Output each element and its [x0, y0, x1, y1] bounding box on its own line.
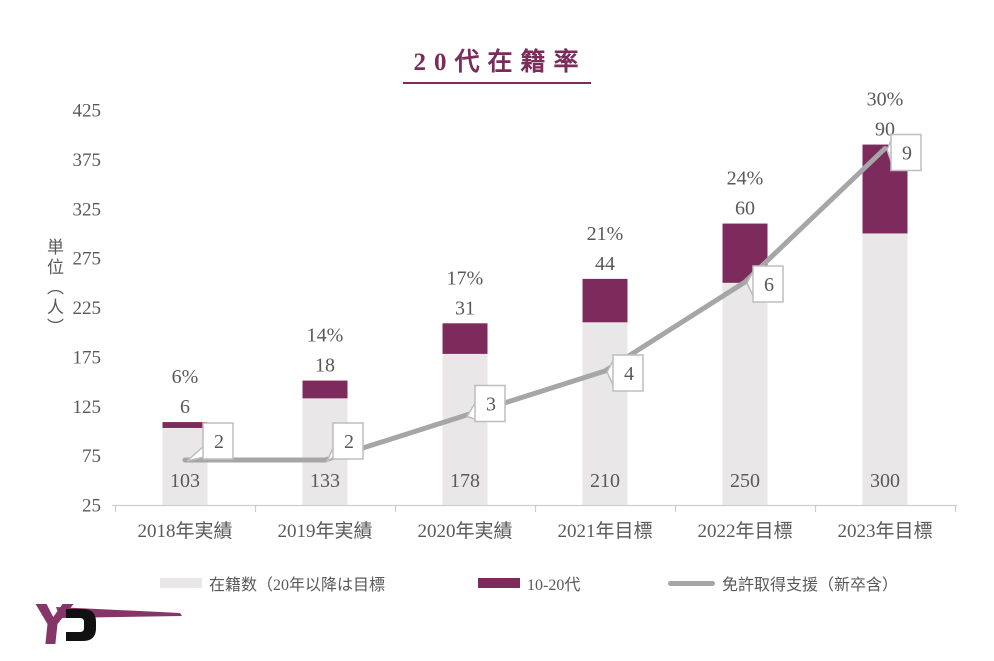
x-axis-category-label: 2022年目標: [697, 520, 792, 542]
bar-inside-value-label: 133: [310, 470, 340, 492]
bar-segment-10-20dai: [582, 278, 628, 323]
bar-top-value-label: 31: [455, 297, 475, 319]
percent-label: 6%: [172, 366, 199, 388]
chart-title: 20代在籍率: [0, 42, 994, 84]
callout-box: [752, 265, 784, 303]
bar-top-value-label: 60: [735, 198, 755, 220]
callout-value-label: 4: [624, 363, 634, 385]
callout-value-label: 6: [764, 274, 774, 296]
bar-top-value-label: 18: [315, 355, 335, 377]
y-axis-tick-label: 25: [82, 496, 101, 517]
callout-box: [202, 422, 234, 460]
legend-label: 在籍数（20年以降は目標: [209, 577, 386, 594]
legend-swatch-icon: [160, 578, 202, 588]
y-axis-unit-label: 単位（人）: [44, 238, 63, 338]
bar-segment-zaisekisu: [862, 233, 908, 505]
legend-item-bar-0: 在籍数（20年以降は目標: [160, 571, 385, 595]
y-axis-tick-label: 425: [73, 101, 102, 122]
percent-label: 30%: [867, 89, 904, 111]
legend-item-line-2: 免許取得支援（新卒含）: [668, 571, 898, 595]
callout-value-label: 9: [902, 143, 912, 165]
line-series-menkyo-shutoku-shien: [182, 146, 888, 463]
bar-inside-value-label: 103: [170, 470, 200, 492]
bar-segment-zaisekisu: [582, 322, 628, 505]
bar-inside-value-label: 210: [590, 470, 620, 492]
legend-label: 免許取得支援（新卒含）: [722, 577, 899, 594]
bar-segment-zaisekisu: [442, 353, 488, 505]
callout-box: [332, 422, 364, 460]
bar-segment-10-20dai: [442, 323, 488, 354]
y-axis-tick-label: 225: [73, 298, 102, 319]
callout-value-label: 3: [486, 394, 496, 416]
bar-top-value-label: 90: [875, 119, 895, 141]
percent-label: 21%: [587, 223, 624, 245]
bar-top-value-label: 44: [595, 253, 615, 275]
bar-inside-value-label: 300: [870, 470, 900, 492]
y-axis-tick-label: 75: [82, 446, 101, 467]
legend-swatch-icon: [478, 578, 520, 588]
callout-value-label: 2: [344, 431, 354, 453]
bar-inside-value-label: 250: [730, 470, 760, 492]
logo-monogram-icon: [35, 604, 182, 644]
chart-legend: 在籍数（20年以降は目標 10-20代 免許取得支援（新卒含）: [0, 571, 994, 597]
chart-title-text: 20代在籍率: [403, 42, 591, 84]
y-axis-tick-label: 125: [73, 397, 102, 418]
bar-top-value-label: 6: [180, 396, 190, 418]
callout-box: [612, 354, 644, 392]
y-axis-tick-label: 325: [73, 199, 102, 220]
bar-segment-10-20dai: [302, 380, 348, 399]
company-logo: YAMAOKA★SANYU: [26, 600, 276, 650]
y-axis-tick-label: 275: [73, 249, 102, 270]
x-axis-category-label: 2023年目標: [837, 520, 932, 542]
legend-swatch-icon: [668, 580, 715, 586]
logo-bracket-shape: [66, 609, 96, 641]
callout-box: [474, 384, 506, 423]
callout-value-label: 2: [214, 431, 224, 453]
y-axis-tick-label: 375: [73, 150, 102, 171]
logo-letter-y: [35, 604, 74, 644]
legend-label: 10-20代: [527, 577, 581, 594]
bar-segment-zaisekisu: [722, 282, 768, 505]
percent-label: 14%: [307, 325, 344, 347]
y-axis-tick-label: 175: [73, 347, 102, 368]
bar-inside-value-label: 178: [450, 470, 480, 492]
x-axis-category-label: 2018年実績: [137, 520, 232, 542]
bar-segment-10-20dai: [162, 422, 208, 428]
percent-label: 17%: [447, 267, 484, 289]
bar-segment-zaisekisu: [162, 427, 208, 505]
legend-item-bar-1: 10-20代: [478, 571, 580, 595]
x-axis-category-label: 2019年実績: [277, 520, 372, 542]
x-axis-category-label: 2021年目標: [557, 520, 652, 542]
callout-box: [890, 133, 922, 172]
x-axis-category-label: 2020年実績: [417, 520, 512, 542]
percent-label: 24%: [727, 168, 764, 190]
